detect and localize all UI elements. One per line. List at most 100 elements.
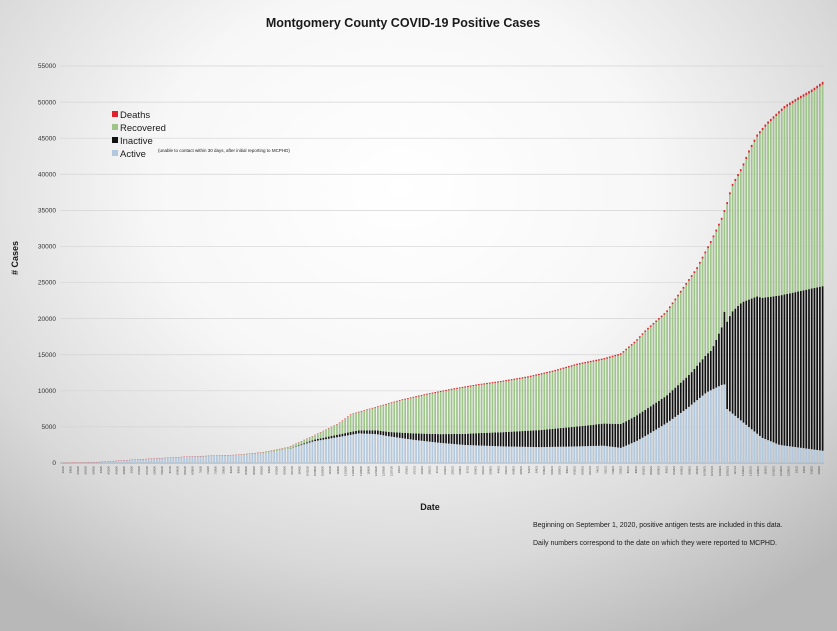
bar-deaths — [671, 302, 674, 305]
bar-active — [371, 433, 374, 463]
x-tick-label: 7/26/20 — [221, 465, 225, 474]
bar-recovered — [587, 362, 589, 426]
bar-inactive — [344, 433, 346, 436]
bar-active — [186, 456, 188, 463]
bar-inactive — [497, 432, 499, 447]
bar-inactive — [764, 297, 767, 440]
bar-recovered — [529, 376, 532, 431]
bar-deaths — [813, 87, 816, 91]
bar-stack — [336, 424, 338, 463]
bar-stack — [224, 455, 226, 463]
bar-deaths — [753, 139, 756, 142]
bar-recovered — [297, 442, 300, 446]
bar-stack — [153, 458, 155, 463]
bar-recovered — [456, 388, 458, 434]
bar-inactive — [715, 339, 718, 388]
bar-active — [734, 415, 737, 463]
bar-inactive — [562, 427, 565, 447]
bar-stack — [377, 406, 379, 463]
bar-recovered — [598, 360, 600, 425]
bar-inactive — [524, 430, 527, 447]
bar-stack — [759, 131, 761, 463]
bar-active — [718, 386, 720, 463]
bar-active — [598, 445, 600, 463]
x-tick-label: 1/23/22 — [817, 465, 821, 474]
bar-recovered — [494, 382, 497, 433]
bar-active — [401, 438, 404, 463]
bar-active — [412, 439, 415, 463]
bar-inactive — [557, 428, 559, 447]
bar-deaths — [622, 351, 625, 353]
bar-stack — [447, 389, 450, 463]
bar-recovered — [696, 268, 698, 366]
bar-active — [518, 446, 521, 463]
bar-stack — [207, 455, 210, 463]
bar-active — [450, 443, 453, 463]
bar-inactive — [535, 430, 537, 448]
bar-inactive — [546, 429, 548, 447]
bar-stack — [649, 325, 652, 463]
bar-recovered — [682, 288, 685, 381]
bar-active — [780, 445, 783, 463]
bar-active — [276, 451, 278, 463]
bar-recovered — [524, 378, 527, 431]
bar-recovered — [259, 452, 262, 454]
bar-active — [750, 429, 753, 463]
bar-stack — [237, 454, 240, 463]
bar-recovered — [584, 363, 587, 426]
bar-active — [349, 434, 352, 463]
bar-stack — [464, 386, 467, 463]
bar-deaths — [374, 407, 376, 408]
bar-inactive — [630, 418, 633, 444]
bar-stack — [205, 455, 207, 463]
bar-deaths — [532, 375, 535, 377]
bar-recovered — [592, 361, 595, 425]
bar-inactive — [311, 440, 314, 442]
bar-recovered — [720, 219, 723, 328]
bar-active — [565, 446, 567, 463]
bar-deaths — [581, 362, 584, 364]
bar-inactive — [696, 365, 698, 401]
bar-deaths — [412, 396, 415, 398]
x-tick-label: 9/12/21 — [672, 465, 676, 474]
bar-inactive — [690, 372, 693, 405]
bar-stack — [606, 357, 608, 463]
bar-stack — [281, 448, 284, 463]
bar-active — [559, 446, 562, 463]
bar-recovered — [499, 382, 502, 433]
bar-recovered — [248, 453, 251, 455]
bar-deaths — [398, 400, 401, 401]
y-tick-label: 15000 — [38, 352, 56, 359]
x-tick-label: 8/16/20 — [244, 465, 248, 474]
bar-stack — [270, 450, 273, 463]
bar-active — [426, 441, 428, 463]
bar-active — [442, 443, 445, 463]
bar-inactive — [431, 433, 434, 442]
bar-stack — [134, 459, 136, 463]
bar-recovered — [319, 432, 322, 439]
bar-recovered — [366, 410, 368, 431]
bar-stack — [262, 452, 265, 463]
bar-deaths — [606, 357, 608, 359]
bar-deaths — [488, 382, 491, 384]
bar-active — [188, 456, 191, 463]
bar-inactive — [508, 431, 510, 447]
bar-recovered — [821, 84, 824, 287]
bar-active — [562, 446, 565, 463]
bar-active — [783, 445, 786, 463]
bar-deaths — [704, 251, 707, 254]
bar-deaths — [633, 341, 636, 344]
bar-stack — [93, 462, 95, 463]
bar-inactive — [767, 297, 769, 441]
bar-recovered — [540, 374, 543, 430]
bar-deaths — [791, 100, 794, 104]
bar-recovered — [633, 343, 636, 417]
bar-stack — [87, 462, 90, 463]
bar-inactive — [589, 425, 592, 447]
bar-deaths — [745, 156, 748, 159]
bar-deaths — [458, 387, 461, 389]
bar-recovered — [387, 403, 390, 432]
bar-recovered — [649, 326, 652, 407]
bar-recovered — [737, 176, 739, 306]
bar-stack — [82, 462, 85, 463]
